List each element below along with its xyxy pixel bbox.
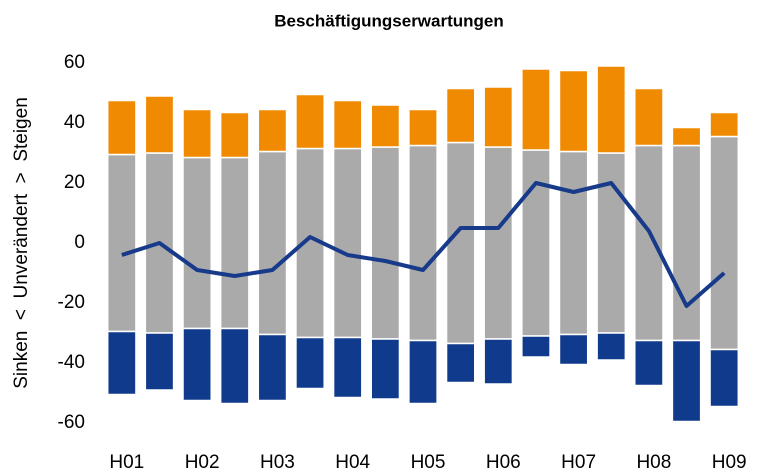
bar-segment [144,332,175,391]
bar-segment [634,339,664,387]
bar-segment [332,99,363,150]
bar-segment [295,93,325,150]
x-tick-label: H06 [486,452,521,473]
bar-segment [596,152,627,334]
bar-segment [182,108,212,159]
line [121,181,726,308]
x-tick-label: H05 [411,452,446,473]
bar-segment [671,339,702,423]
bar-segment [483,338,514,385]
bar-segment [558,69,589,153]
bar-segment [332,147,363,339]
bar-segment [106,330,137,396]
bar-segment [370,146,401,340]
y-tick-label: 60 [64,52,85,73]
bar-segment [483,146,514,340]
bar-segment [521,149,551,337]
bar-segment [219,327,250,405]
x-tick-label: H08 [636,452,671,473]
y-tick-label: -60 [58,412,85,433]
y-tick-label: 40 [64,112,85,133]
bar-segment [332,336,363,399]
y-tick-label: -40 [58,352,85,373]
bar-segment [370,338,401,400]
bar-segment [634,144,664,342]
bar-segment [408,339,438,405]
bar-segment [106,99,137,156]
chart-title: Beschäftigungserwartungen [274,11,504,30]
bar-segment [596,65,627,154]
x-tick-label: H07 [561,452,596,473]
bar-segment [709,348,740,408]
y-tick-label: 20 [64,172,85,193]
bar-segment [219,156,250,330]
bar-segment [219,111,250,159]
bar-segment [445,87,476,144]
bar-segment [709,135,740,351]
bar-segment [558,333,589,366]
x-tick-label: H02 [185,452,220,473]
y-axis-label: Sinken < Unverändert > Steigen [11,97,32,389]
bar-segment [295,336,325,390]
bar-segment [521,68,551,151]
bar-segment [408,108,438,147]
bar-segment [257,108,288,153]
bar-segment [671,126,702,147]
bar-segment [182,327,212,402]
bar-segment [634,87,664,147]
bar-segment [370,104,401,148]
x-tick-label: H03 [260,452,295,473]
x-tick-label: H04 [335,452,370,473]
bar-segment [483,86,514,148]
bar-segment [709,111,740,138]
y-tick-label: 0 [74,232,85,253]
bar-segment [521,335,551,358]
bar-segment [257,333,288,402]
bar-segment [445,342,476,384]
x-tick-label: H09 [712,452,747,473]
y-tick-label: -20 [58,292,85,313]
x-tick-label: H01 [109,452,144,473]
bar-segment [596,332,627,361]
bar-segment [257,150,288,336]
bar-segment [558,150,589,336]
bar-segment [182,156,212,330]
bar-segment [106,153,137,333]
bar-segment [445,141,476,345]
bar-segment [144,95,175,154]
bar-segment [408,144,438,342]
bar-segment [671,144,702,342]
